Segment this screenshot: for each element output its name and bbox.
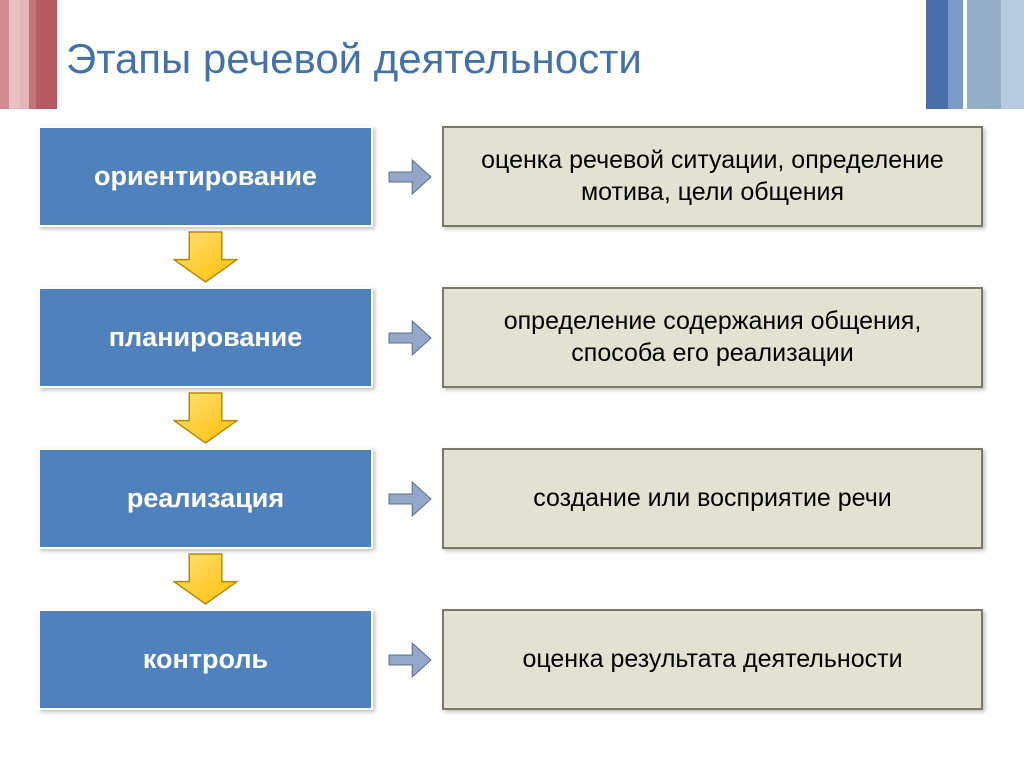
slide-title: Этапы речевой деятельности [66,35,642,83]
decorative-stripe [29,0,36,109]
stage-label-box: контроль [38,609,373,710]
arrow-down-icon [173,231,238,283]
stage-desc: определение содержания общения, способа … [456,306,969,369]
stage-label-box: реализация [38,448,373,549]
stage-label-box: ориентирование [38,126,373,227]
stage-desc: оценка речевой ситуации, определение мот… [456,145,969,208]
stage-desc: создание или восприятие речи [533,483,891,514]
decorative-stripe [57,0,61,109]
stage-label: реализация [127,482,284,516]
arrow-down-icon [173,392,238,444]
decorative-stripe [967,0,1001,109]
stage-desc-box: создание или восприятие речи [442,448,983,549]
stage-desc-box: определение содержания общения, способа … [442,287,983,388]
arrow-right-icon [388,320,432,356]
decorative-stripe [0,0,9,109]
decorative-stripe [36,0,57,109]
stage-label: контроль [143,643,268,677]
stage-label: планирование [109,321,303,355]
decorative-stripe [1001,0,1024,109]
stage-label: ориентирование [94,160,317,194]
decorative-stripe [926,0,948,109]
arrow-down-icon [173,553,238,605]
decorative-stripe [948,0,963,109]
stage-desc-box: оценка результата деятельности [442,609,983,710]
arrow-right-icon [388,481,432,517]
arrow-right-icon [388,642,432,678]
stage-label-box: планирование [38,287,373,388]
decorative-stripe [20,0,29,109]
stage-desc: оценка результата деятельности [522,644,902,675]
stage-desc-box: оценка речевой ситуации, определение мот… [442,126,983,227]
decorative-stripe [9,0,20,109]
arrow-right-icon [388,159,432,195]
